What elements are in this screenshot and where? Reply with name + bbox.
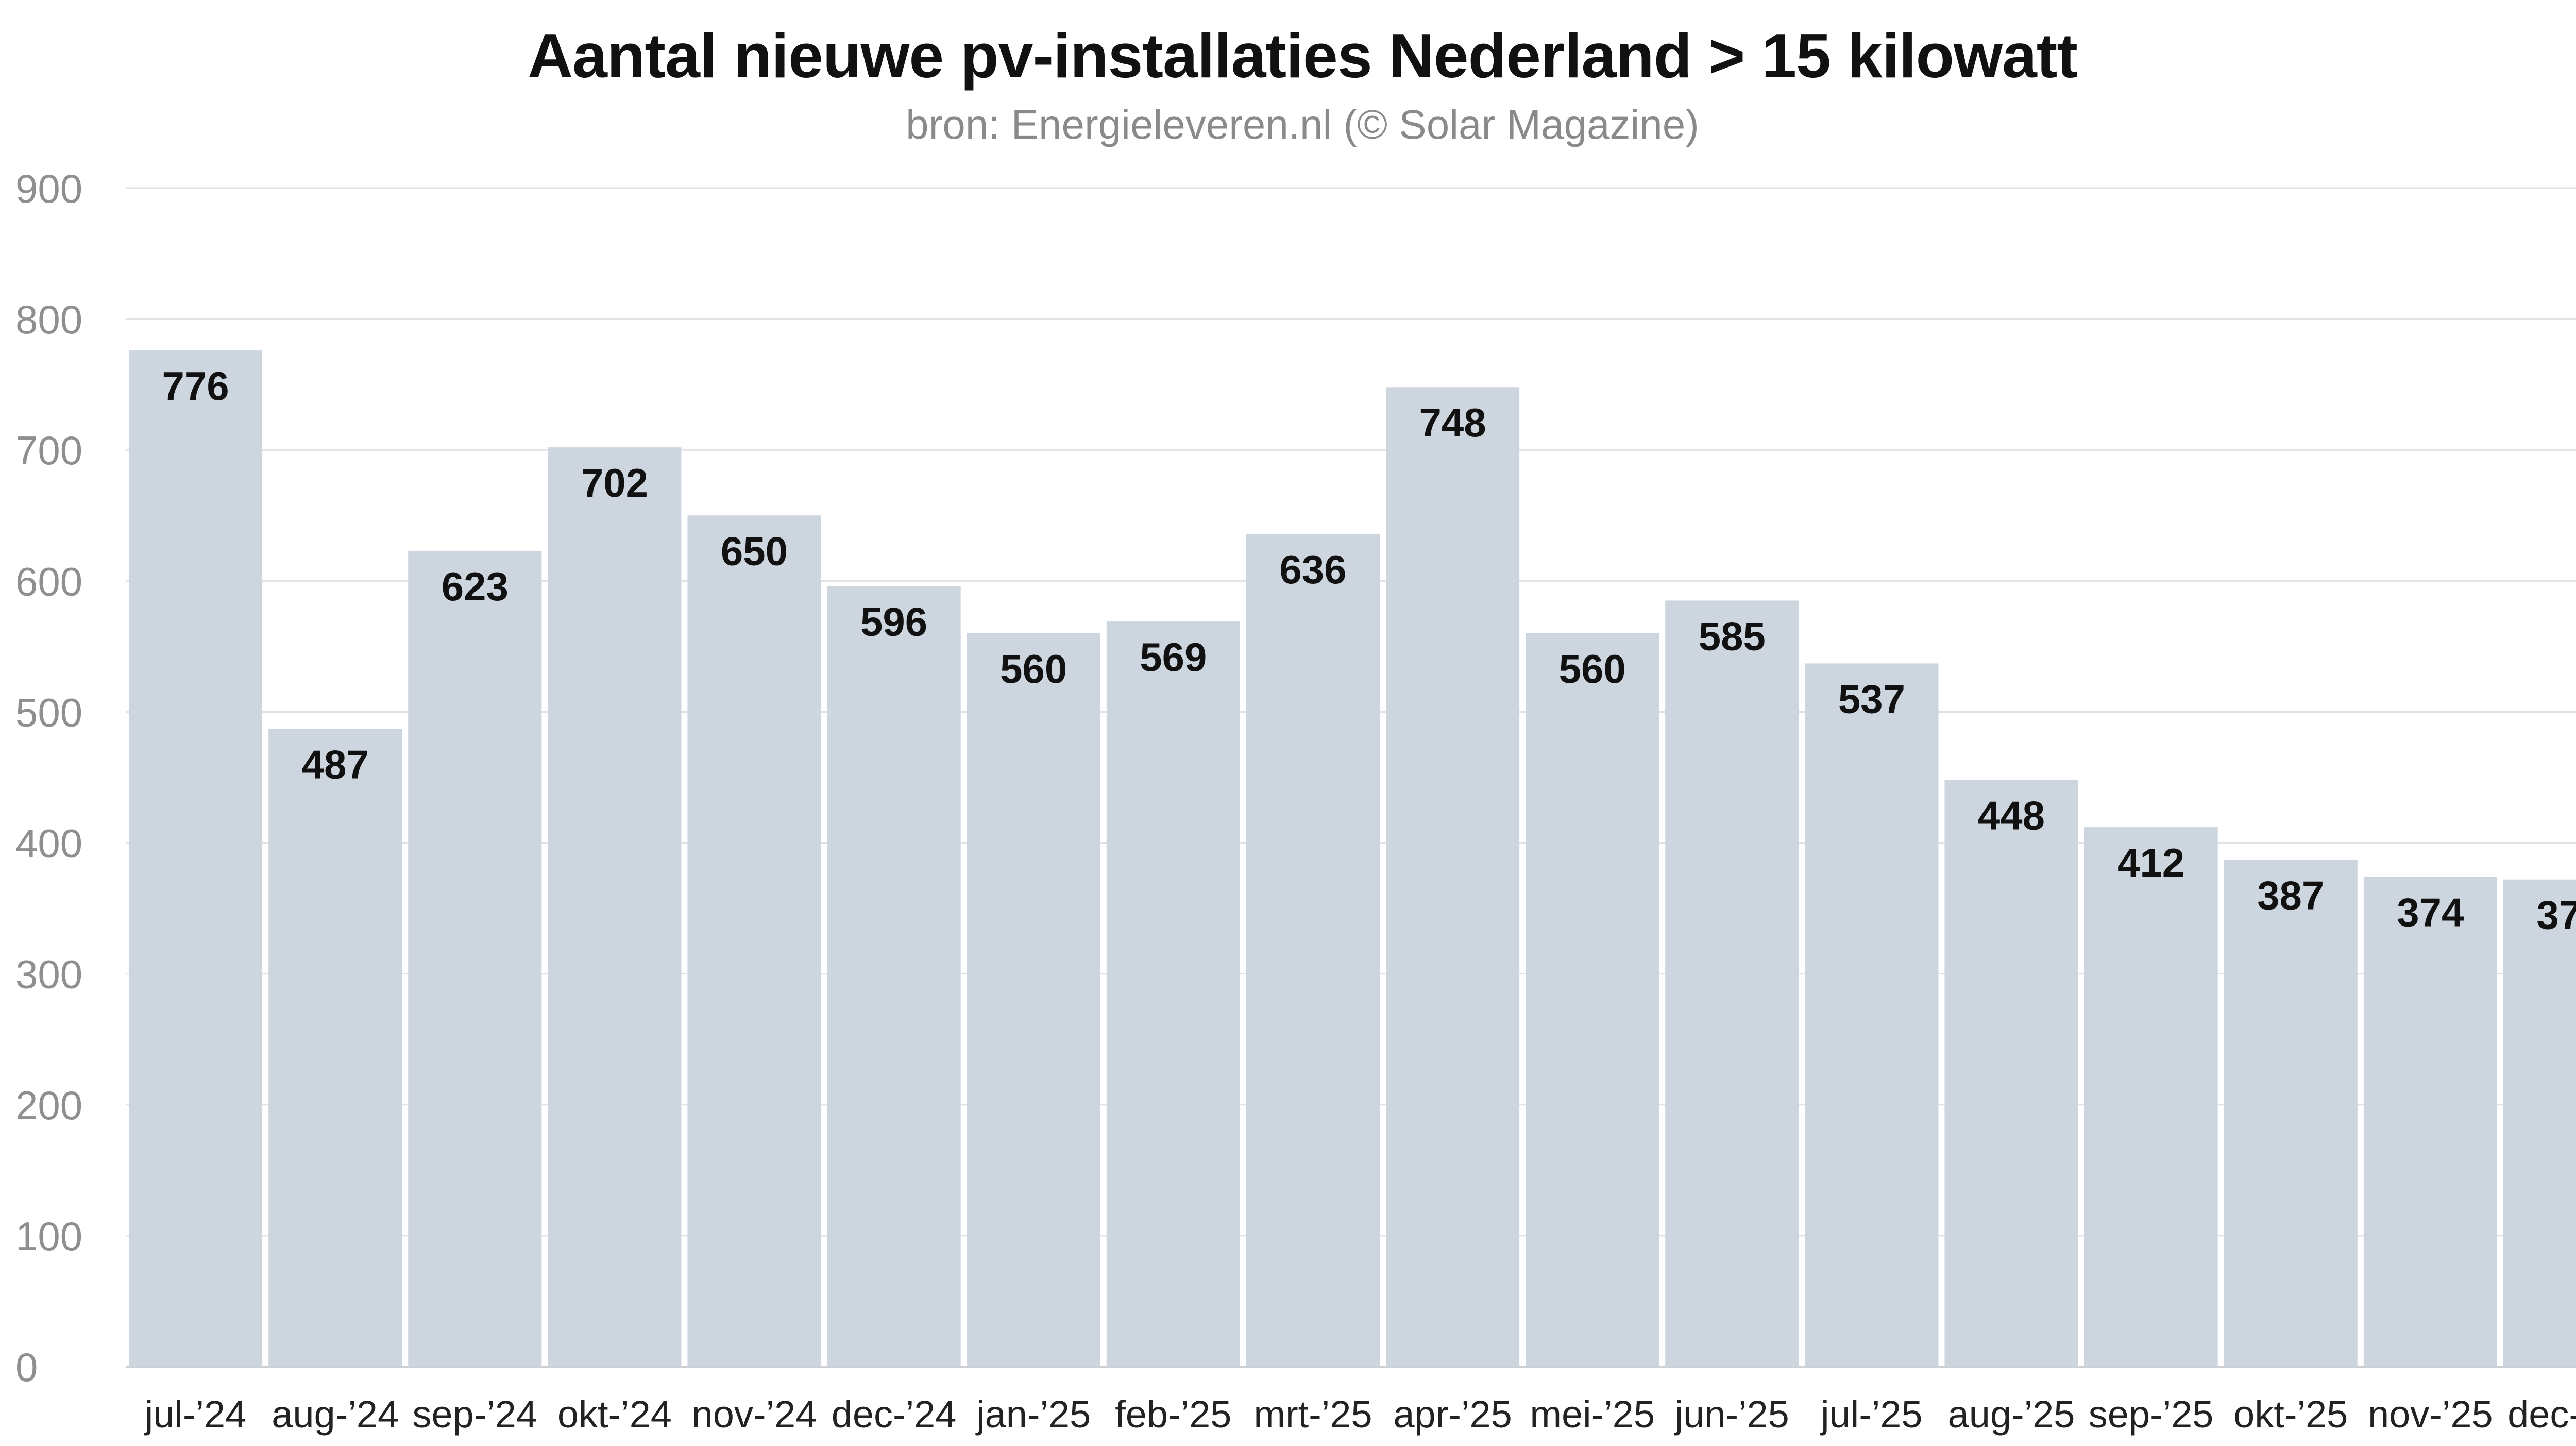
x-tick-label: okt-’25 — [2233, 1393, 2348, 1436]
bar-2 — [408, 550, 542, 1367]
x-tick-label: mei-’25 — [1530, 1393, 1655, 1436]
x-tick-label: okt-’24 — [557, 1393, 672, 1436]
x-tick-label: feb-’25 — [1115, 1393, 1231, 1436]
bar-1 — [268, 729, 402, 1367]
data-label: 487 — [302, 742, 369, 787]
y-tick-label: 800 — [15, 297, 82, 342]
y-tick-label: 600 — [15, 559, 82, 604]
bar-10 — [1526, 633, 1659, 1367]
bar-6 — [967, 633, 1100, 1367]
data-label: 412 — [2117, 840, 2184, 885]
bar-5 — [827, 586, 961, 1367]
data-label: 560 — [1000, 646, 1067, 692]
y-tick-label: 0 — [15, 1344, 38, 1390]
data-label: 623 — [442, 564, 509, 609]
y-tick-label: 300 — [15, 952, 82, 997]
y-tick-label: 900 — [15, 166, 82, 211]
x-tick-label: aug-’25 — [1948, 1393, 2075, 1436]
data-label: 636 — [1279, 547, 1346, 592]
bar-7 — [1106, 621, 1240, 1367]
x-tick-label: jan-’25 — [975, 1393, 1091, 1436]
x-tick-label: sep-’25 — [2089, 1393, 2214, 1436]
data-label: 569 — [1140, 634, 1207, 680]
bar-3 — [548, 447, 682, 1367]
data-label: 585 — [1699, 613, 1766, 659]
x-tick-label: sep-’24 — [412, 1393, 537, 1436]
x-axis-ticks: jul-’24 aug-’24 sep-’24 okt-’24 nov-’24 dec-’… — [144, 1393, 2576, 1436]
bar-16 — [2363, 877, 2497, 1367]
y-tick-label: 500 — [15, 690, 82, 735]
x-tick-label: nov-’25 — [2368, 1393, 2493, 1436]
data-label: 560 — [1559, 646, 1626, 692]
x-tick-label: jul-’25 — [1820, 1393, 1922, 1436]
gridlines — [126, 187, 2576, 1368]
y-tick-label: 100 — [15, 1214, 82, 1259]
bar-11 — [1665, 600, 1799, 1367]
bar-8 — [1246, 533, 1380, 1367]
x-tick-label: apr-’25 — [1393, 1393, 1512, 1436]
y-tick-label: 200 — [15, 1083, 82, 1128]
data-label: 448 — [1978, 793, 2045, 838]
data-label: 702 — [581, 460, 648, 506]
x-tick-label: jul-’24 — [144, 1393, 246, 1436]
bar-4 — [687, 515, 821, 1367]
bar-15 — [2224, 860, 2358, 1367]
data-label: 387 — [2257, 873, 2324, 918]
data-labels: 776 487 623 702 650 596 560 569 636 748 560 585 537 4… — [162, 363, 2576, 938]
data-label: 372 — [2536, 893, 2576, 938]
chart-subtitle: bron: Energieleveren.nl (© Solar Magazin… — [906, 102, 1699, 147]
bar-13 — [1944, 780, 2078, 1367]
data-label: 776 — [162, 363, 229, 409]
bar-14 — [2084, 827, 2218, 1367]
chart-title: Aantal nieuwe pv-installaties Nederland … — [527, 21, 2078, 91]
x-tick-label: aug-’24 — [272, 1393, 399, 1436]
bar-0 — [129, 350, 263, 1367]
x-tick-label: dec-’24 — [832, 1393, 957, 1436]
data-label: 537 — [1838, 676, 1905, 721]
data-label: 374 — [2397, 890, 2464, 935]
y-tick-label: 700 — [15, 428, 82, 473]
x-tick-label: dec-’25 — [2507, 1393, 2576, 1436]
bar-9 — [1386, 387, 1520, 1367]
bar-12 — [1805, 663, 1939, 1367]
data-label: 650 — [721, 528, 788, 574]
data-label: 596 — [860, 599, 927, 644]
x-tick-label: mrt-’25 — [1253, 1393, 1372, 1436]
x-tick-label: nov-’24 — [692, 1393, 817, 1436]
y-tick-label: 400 — [15, 821, 82, 866]
y-axis-ticks: 0 100 200 300 400 500 600 700 800 900 — [15, 166, 82, 1390]
x-tick-label: jun-’25 — [1674, 1393, 1789, 1436]
bar-17 — [2503, 879, 2576, 1367]
data-label: 748 — [1419, 400, 1486, 445]
bars — [129, 350, 2576, 1367]
